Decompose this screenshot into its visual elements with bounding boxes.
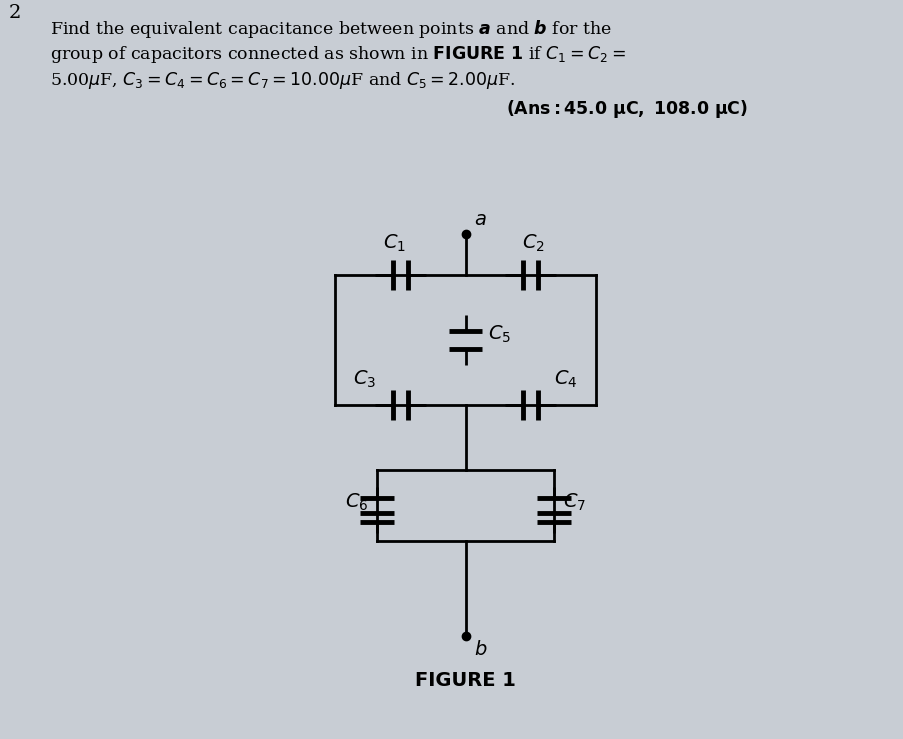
Text: $C_5$: $C_5$ (488, 324, 510, 344)
Text: $C_4$: $C_4$ (554, 369, 577, 390)
Text: $b$: $b$ (474, 640, 488, 659)
Text: $a$: $a$ (474, 211, 487, 229)
Text: 2: 2 (9, 4, 22, 21)
Text: $C_2$: $C_2$ (522, 233, 545, 254)
Text: group of capacitors connected as shown in $\mathbf{FIGURE\ 1}$ if $C_1 = C_2 =$: group of capacitors connected as shown i… (50, 44, 625, 65)
Text: $C_7$: $C_7$ (563, 492, 585, 513)
Text: Find the equivalent capacitance between points $\bfit{a}$ and $\bfit{b}$ for the: Find the equivalent capacitance between … (50, 18, 611, 41)
Text: $C_1$: $C_1$ (383, 233, 405, 254)
Text: $\mathbf{(Ans : 45.0\ \mu C,\ 108.0\ \mu C)}$: $\mathbf{(Ans : 45.0\ \mu C,\ 108.0\ \mu… (506, 98, 748, 120)
Text: 5.00$\mu$F, $C_3 = C_4 = C_6 = C_7 = 10.00\mu$F and $C_5 = 2.00\mu$F.: 5.00$\mu$F, $C_3 = C_4 = C_6 = C_7 = 10.… (50, 70, 515, 91)
Text: $C_3$: $C_3$ (353, 369, 377, 390)
Text: $C_6$: $C_6$ (344, 492, 368, 513)
Text: FIGURE 1: FIGURE 1 (414, 671, 516, 690)
